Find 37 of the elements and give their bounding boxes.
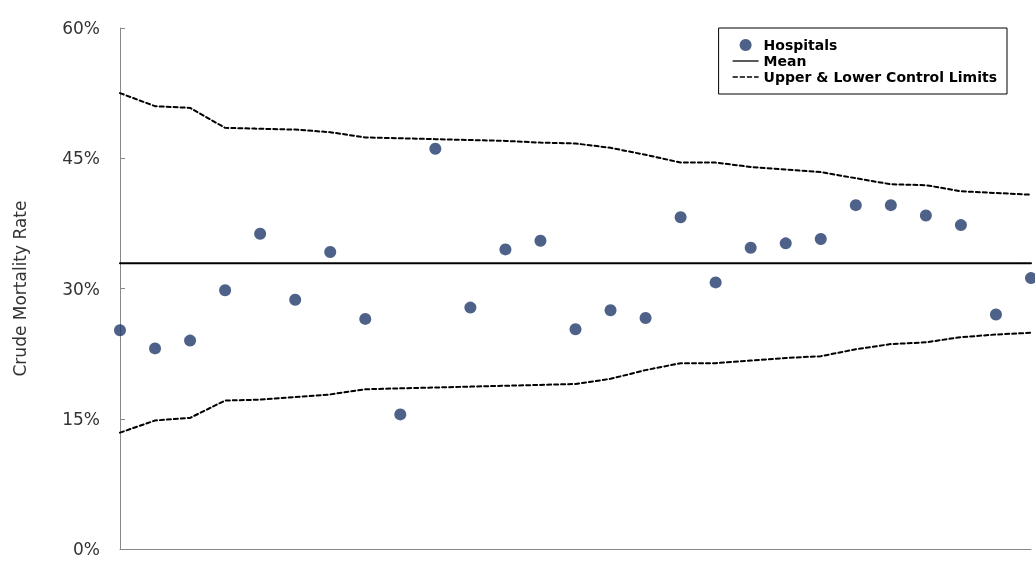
point [394,408,407,421]
point [324,246,337,259]
y-axis-title: Crude Mortality Rate [9,200,30,377]
point [464,301,477,314]
point [149,342,162,355]
y-tick-label: 45% [62,148,100,169]
point [604,304,617,317]
point [429,142,442,155]
point [499,243,512,256]
point [114,324,126,337]
point [639,312,652,325]
legend-label: Upper & Lower Control Limits [763,69,998,85]
y-tick-label: 15% [62,408,100,429]
point [989,308,1002,321]
point [359,312,372,325]
point [534,234,547,247]
point [779,237,792,250]
point [744,241,757,254]
point [254,227,267,240]
point [919,209,932,222]
legend-label: Mean [763,53,807,69]
point [849,199,862,212]
point [289,293,302,306]
y-tick-label: 30% [62,278,100,299]
legend-label: Hospitals [763,37,838,53]
y-tick-label: 0% [73,539,100,559]
point [184,334,197,347]
point [954,219,967,232]
y-tick-label: 60% [62,18,100,38]
point [219,284,232,297]
point [709,276,722,289]
point [814,233,827,245]
point [674,211,687,224]
line-series [119,92,1032,196]
point [569,323,582,336]
line-series [119,331,1032,434]
point [884,199,897,212]
